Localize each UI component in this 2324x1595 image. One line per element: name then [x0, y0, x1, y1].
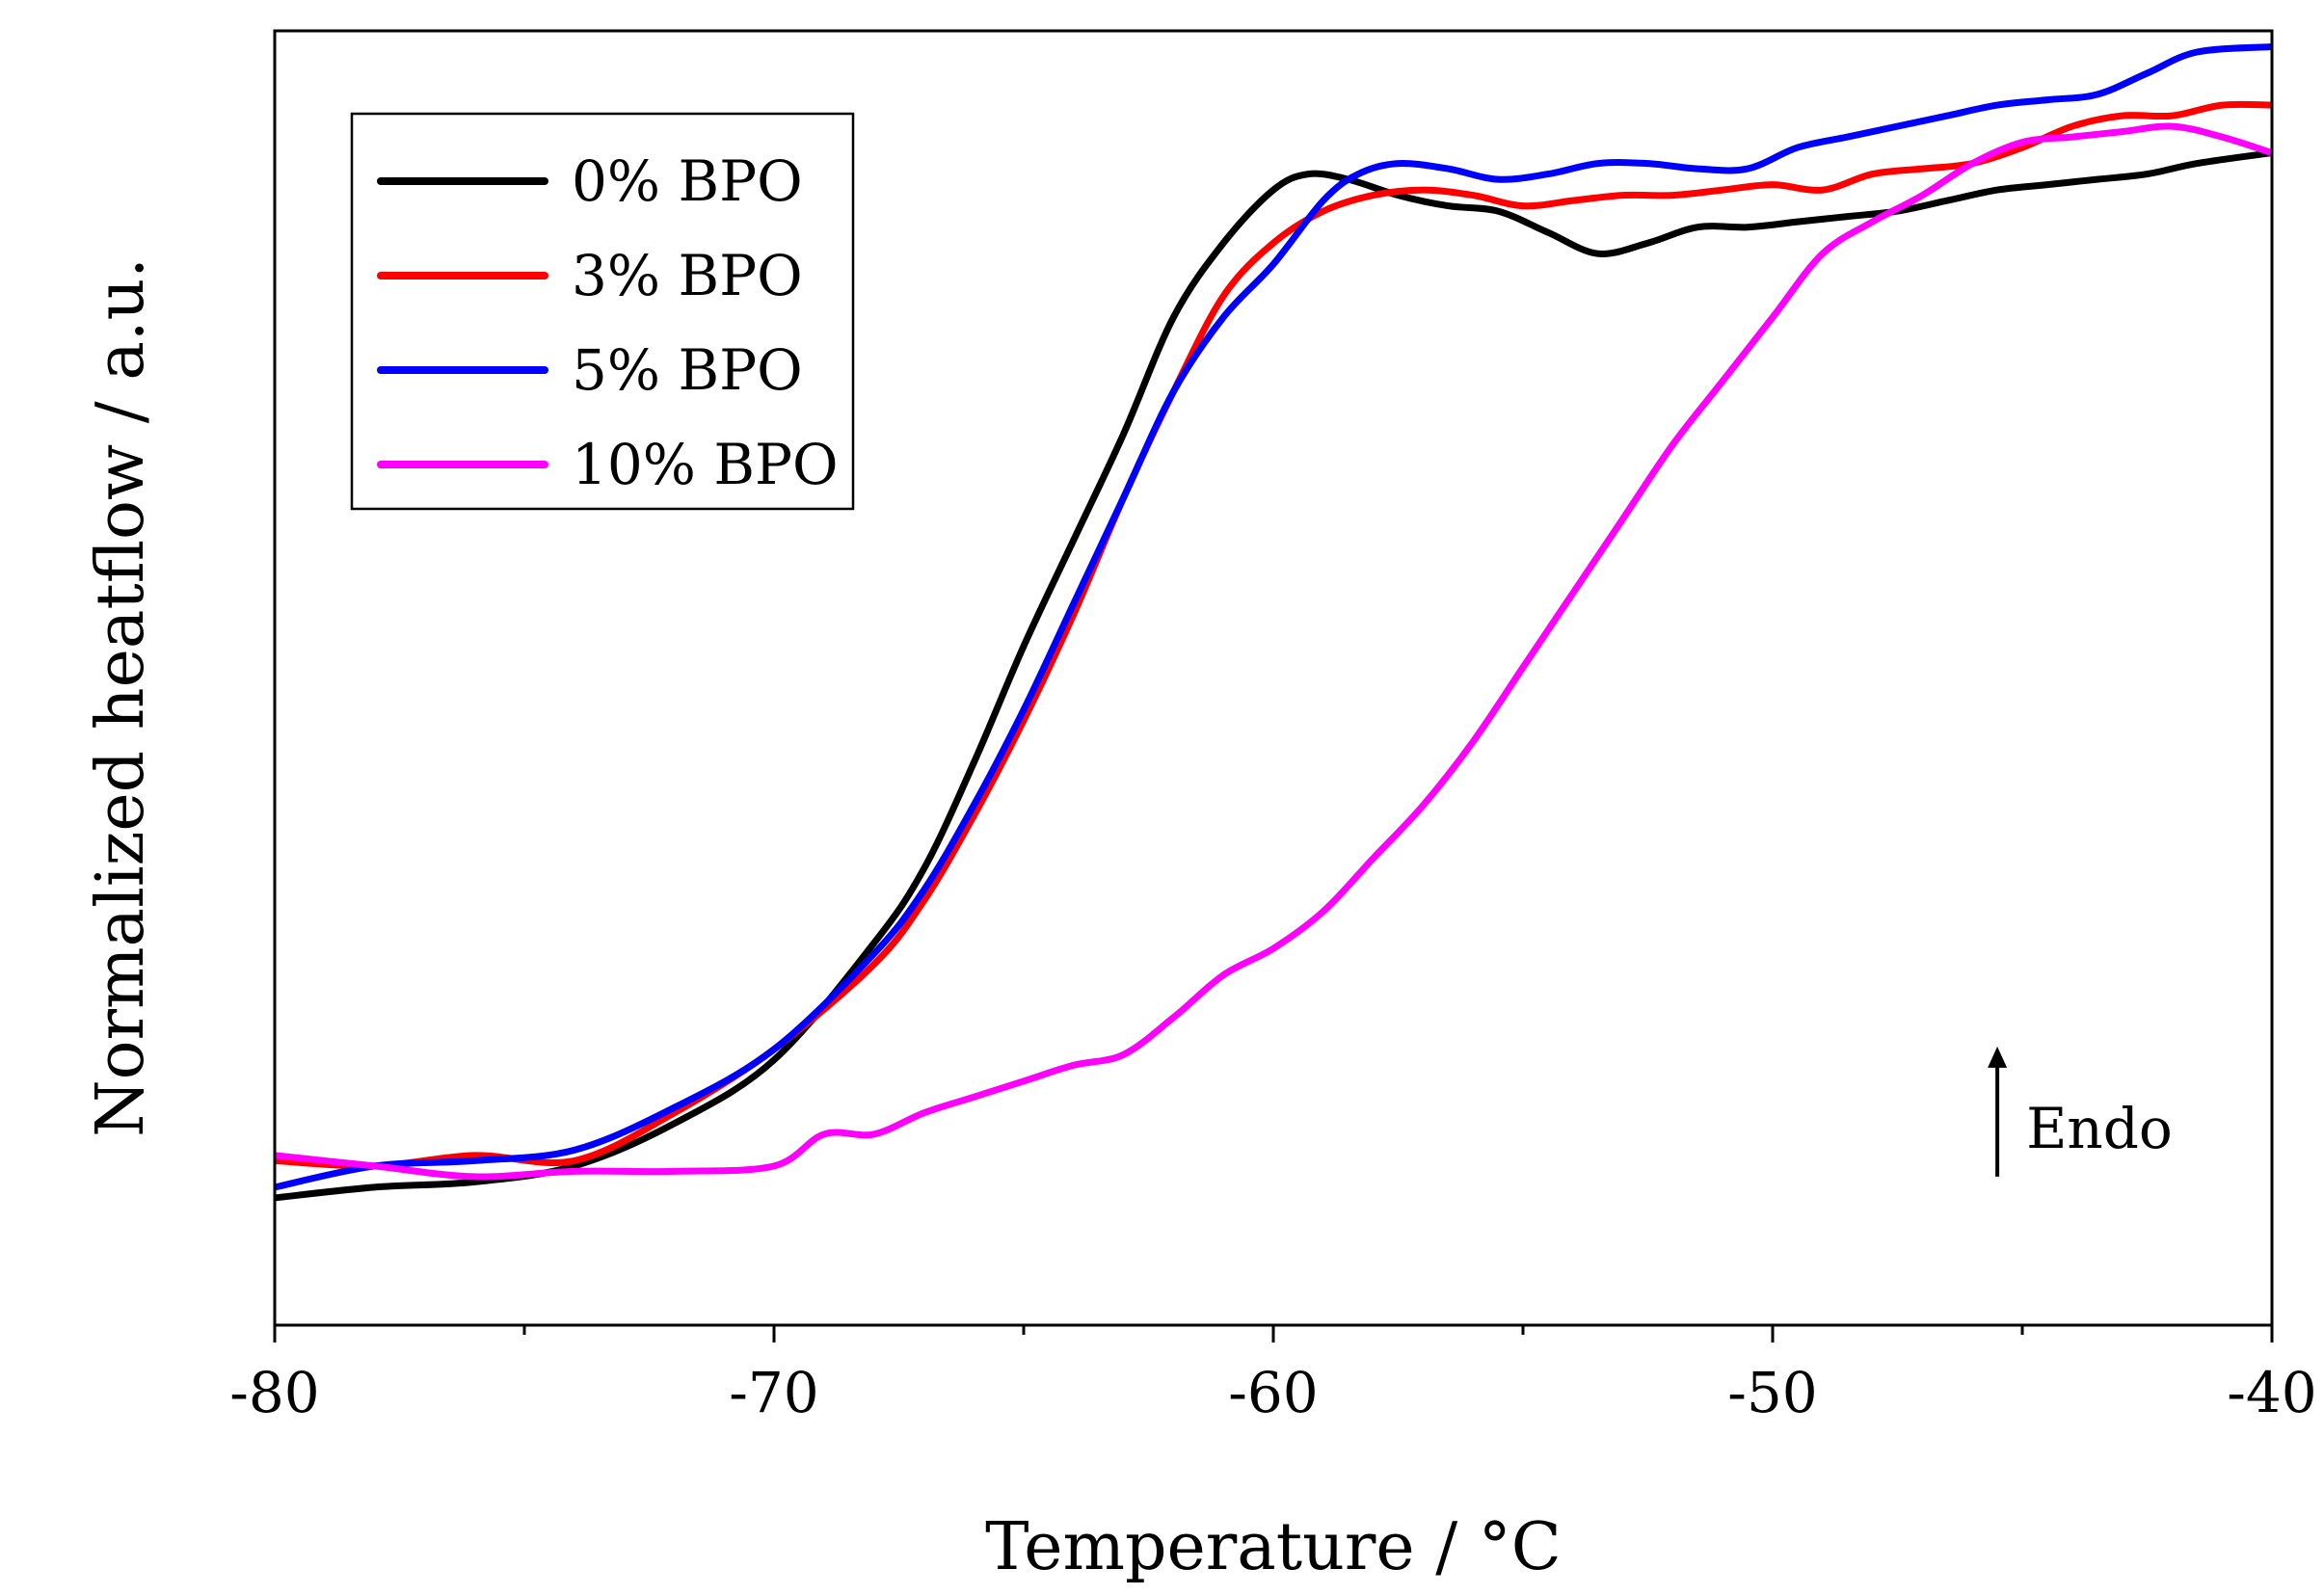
series-line-5pct-bpo: [275, 43, 2272, 1191]
legend: 0% BPO 3% BPO 5% BPO 10% BPO: [350, 112, 855, 511]
x-axis-title: Temperature / °C: [985, 1509, 1562, 1585]
plot-area: [275, 43, 2272, 1202]
x-tick-label: -50: [1727, 1360, 1817, 1425]
annotation: Endo: [1988, 1046, 2173, 1177]
legend-label-10pct-bpo: 10% BPO: [572, 432, 839, 497]
endo-arrow-up-icon: [1988, 1046, 2008, 1068]
series-line-0pct-bpo: [275, 149, 2272, 1202]
series-line-10pct-bpo: [275, 122, 2272, 1181]
series-group: [275, 43, 2272, 1202]
endo-label: Endo: [2026, 1096, 2173, 1161]
x-tick-label: -60: [1228, 1360, 1318, 1425]
y-axis-title: Normalized heatflow / a.u.: [83, 257, 159, 1137]
x-tick-label: -80: [229, 1360, 319, 1425]
x-tick-label: -70: [729, 1360, 818, 1425]
legend-label-3pct-bpo: 3% BPO: [572, 243, 803, 308]
legend-label-5pct-bpo: 5% BPO: [572, 337, 803, 403]
x-tick-label: -40: [2227, 1360, 2316, 1425]
axes: -80 -70 -60 -50 -40 Temperature / °C Normalize…: [83, 29, 2317, 1585]
legend-label-0pct-bpo: 0% BPO: [572, 148, 803, 214]
